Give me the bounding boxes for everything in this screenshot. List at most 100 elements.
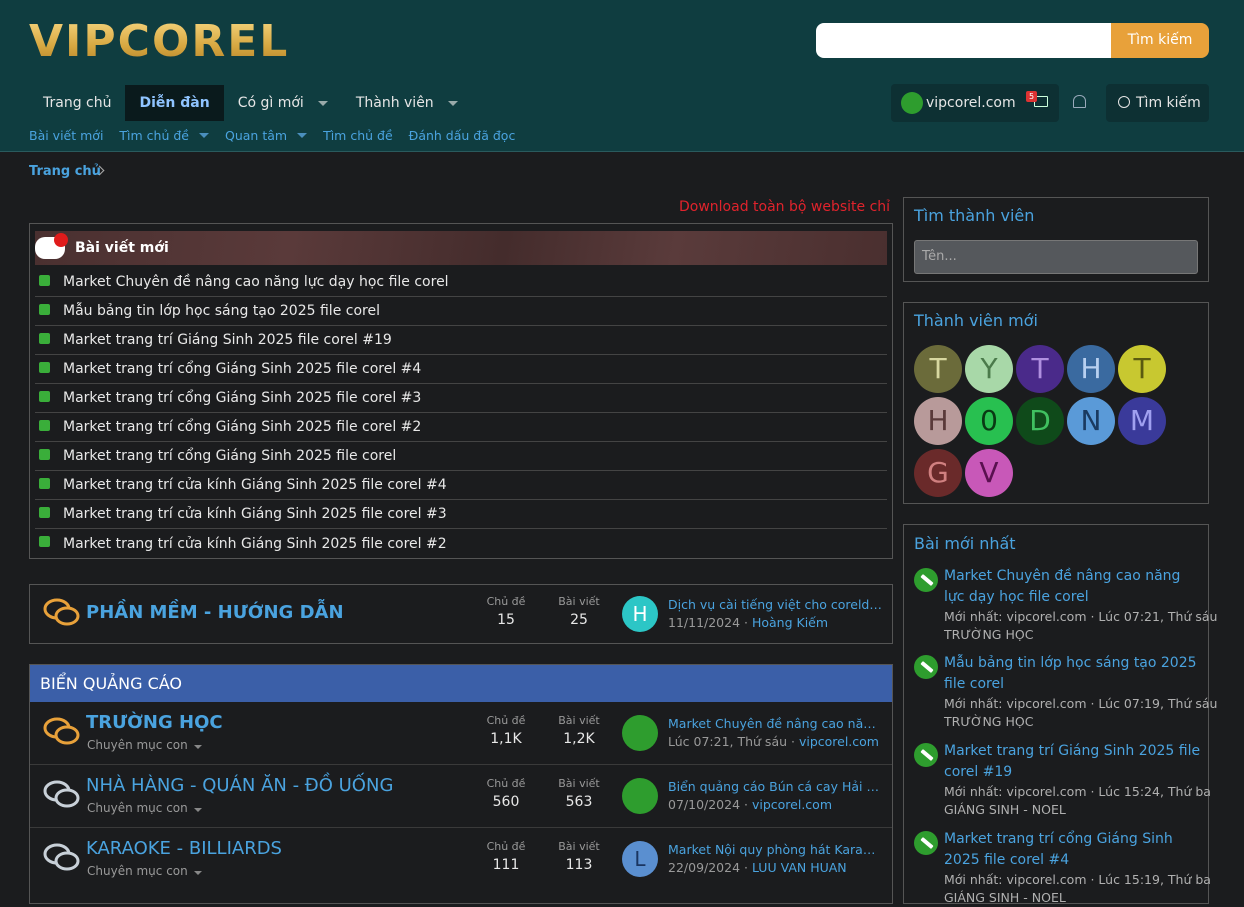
- post-title[interactable]: Market Chuyên đề nâng cao năng lực dạy h…: [944, 568, 1181, 605]
- list-item[interactable]: Market trang trí cổng Giáng Sinh 2025 fi…: [35, 442, 887, 471]
- forum-title[interactable]: TRƯỜNG HỌC: [86, 712, 223, 733]
- member-avatar[interactable]: T: [1118, 345, 1166, 393]
- chevron-down-icon[interactable]: [199, 133, 209, 138]
- chevron-down-icon: [193, 871, 202, 875]
- header-search-button[interactable]: Tìm kiếm: [1111, 23, 1209, 58]
- avatar[interactable]: H: [622, 596, 658, 632]
- breadcrumb[interactable]: Trang chủ: [29, 164, 101, 179]
- nav-members[interactable]: Thành viên: [342, 85, 472, 121]
- list-item[interactable]: Market trang trí cửa kính Giáng Sinh 202…: [35, 471, 887, 500]
- last-post-user[interactable]: Hoàng Kiếm: [751, 615, 829, 630]
- list-item[interactable]: Market trang trí Giáng Sinh 2025 file co…: [35, 326, 887, 355]
- subnav-new-posts[interactable]: Bài viết mới: [29, 128, 103, 143]
- forum-title[interactable]: PHẦN MỀM - HƯỚNG DẪN: [86, 602, 344, 623]
- list-item[interactable]: Mẫu bảng tin lớp học sáng tạo 2025 file …: [35, 297, 887, 326]
- last-post-title[interactable]: Dịch vụ cài tiếng việt cho coreldraw…: [668, 597, 882, 612]
- subforums-toggle[interactable]: Chuyên mục con: [87, 738, 202, 752]
- nav-home[interactable]: Trang chủ: [29, 85, 125, 121]
- last-post-title[interactable]: Market Chuyên đề nâng cao năng lực…: [668, 716, 882, 731]
- post-forum[interactable]: GIÁNG SINH - NOEL: [944, 802, 1066, 817]
- subforums-label: Chuyên mục con: [87, 801, 188, 815]
- posts-stat: Bài viết 1,2K: [549, 714, 609, 747]
- member-search-input[interactable]: Tên...: [914, 240, 1198, 274]
- widget-title: Bài mới nhất: [914, 534, 1016, 553]
- stat-value: 15: [497, 612, 515, 628]
- list-item[interactable]: Market trang trí cổng Giáng Sinh 2025 fi…: [35, 413, 887, 442]
- member-avatar[interactable]: G: [914, 449, 962, 497]
- pencil-avatar-icon[interactable]: [914, 743, 938, 767]
- avatar[interactable]: L: [622, 841, 658, 877]
- list-item[interactable]: Market trang trí cửa kính Giáng Sinh 202…: [35, 529, 887, 558]
- member-avatar[interactable]: T: [1016, 345, 1064, 393]
- chevron-down-icon[interactable]: [297, 133, 308, 138]
- subforums-label: Chuyên mục con: [87, 738, 188, 752]
- site-logo[interactable]: VIPCOREL: [29, 16, 290, 67]
- member-avatar[interactable]: H: [1067, 345, 1115, 393]
- member-avatar[interactable]: 0: [965, 397, 1013, 445]
- subnav-search-threads-label: Tìm chủ đề: [323, 128, 393, 143]
- header-search-input[interactable]: [816, 23, 1112, 58]
- account-button[interactable]: vipcorel.com: [891, 84, 1059, 122]
- subforums-toggle[interactable]: Chuyên mục con: [87, 801, 202, 815]
- list-item[interactable]: Market Chuyên đề nâng cao năng lực dạy h…: [35, 268, 887, 297]
- forum-row[interactable]: PHẦN MỀM - HƯỚNG DẪN Chủ đề 15 Bài viết …: [30, 585, 892, 643]
- thread-icon: [39, 303, 50, 315]
- forum-row[interactable]: KARAOKE - BILLIARDS Chuyên mục con Chủ đ…: [30, 828, 892, 891]
- subnav-watched[interactable]: Quan tâm: [225, 128, 308, 143]
- post-meta: Mới nhất: vipcorel.com · Lúc 07:21, Thứ …: [944, 609, 1218, 624]
- member-avatar[interactable]: T: [914, 345, 962, 393]
- pencil-avatar-icon[interactable]: [914, 831, 938, 855]
- subnav-mark-read[interactable]: Đánh dấu đã đọc: [409, 128, 516, 143]
- list-item[interactable]: Market trang trí cổng Giáng Sinh 2025 fi…: [35, 384, 887, 413]
- list-item[interactable]: Market trang trí cửa kính Giáng Sinh 202…: [35, 500, 887, 529]
- member-avatar[interactable]: M: [1118, 397, 1166, 445]
- nav-members-label: Thành viên: [355, 95, 434, 111]
- member-avatar[interactable]: Y: [965, 345, 1013, 393]
- last-post-user[interactable]: LUU VAN HUAN: [751, 860, 847, 875]
- chevron-down-icon[interactable]: [447, 100, 458, 106]
- pencil-avatar-icon[interactable]: [914, 655, 938, 679]
- forum-row[interactable]: TRƯỜNG HỌC Chuyên mục con Chủ đề 1,1K Bà…: [30, 702, 892, 765]
- pencil-avatar-icon[interactable]: [914, 568, 938, 592]
- widget-title: Thành viên mới: [914, 311, 1038, 330]
- nav-forums[interactable]: Diễn đàn: [125, 85, 224, 121]
- bell-icon[interactable]: [1073, 95, 1086, 108]
- forum-row[interactable]: NHÀ HÀNG - QUÁN ĂN - ĐỒ UỐNG Chuyên mục …: [30, 765, 892, 828]
- new-posts-widget: Bài viết mới Market Chuyên đề nâng cao n…: [29, 223, 893, 559]
- thread-title: Market trang trí cửa kính Giáng Sinh 202…: [63, 477, 447, 493]
- post-forum[interactable]: GIÁNG SINH - NOEL: [944, 890, 1066, 905]
- stat-label: Bài viết: [558, 595, 600, 608]
- subnav-find-threads[interactable]: Tìm chủ đề: [119, 128, 209, 143]
- post-forum[interactable]: TRƯỜNG HỌC: [944, 627, 1034, 642]
- nav-search-button[interactable]: Tìm kiếm: [1106, 84, 1209, 122]
- last-post-user[interactable]: vipcorel.com: [798, 734, 879, 749]
- last-post-title[interactable]: Market Nội quy phòng hát Karaoke…: [668, 842, 882, 857]
- avatar[interactable]: [622, 778, 658, 814]
- member-avatar[interactable]: V: [965, 449, 1013, 497]
- last-post-date: 07/10/2024: [668, 797, 741, 812]
- subforums-toggle[interactable]: Chuyên mục con: [87, 864, 202, 878]
- member-avatar[interactable]: N: [1067, 397, 1115, 445]
- last-post-title[interactable]: Biển quảng cáo Bún cá cay Hải Phòng…: [668, 779, 882, 794]
- post-forum[interactable]: TRƯỜNG HỌC: [944, 714, 1034, 729]
- post-title[interactable]: Market trang trí cổng Giáng Sinh 2025 fi…: [944, 831, 1173, 868]
- nav-search-label: Tìm kiếm: [1136, 95, 1201, 111]
- threads-stat: Chủ đề 1,1K: [476, 714, 536, 747]
- category-title[interactable]: BIỂN QUẢNG CÁO: [30, 665, 892, 702]
- post-title[interactable]: Mẫu bảng tin lớp học sáng tạo 2025 file …: [944, 655, 1197, 692]
- forum-title[interactable]: KARAOKE - BILLIARDS: [86, 838, 282, 859]
- forum-title[interactable]: NHÀ HÀNG - QUÁN ĂN - ĐỒ UỐNG: [86, 775, 394, 796]
- member-avatar[interactable]: H: [914, 397, 962, 445]
- avatar[interactable]: [622, 715, 658, 751]
- post-title[interactable]: Market trang trí Giáng Sinh 2025 file co…: [944, 743, 1201, 780]
- subnav-search-threads[interactable]: Tìm chủ đề: [323, 128, 393, 143]
- member-avatar[interactable]: D: [1016, 397, 1064, 445]
- chevron-down-icon[interactable]: [317, 100, 328, 106]
- new-posts-list: Market Chuyên đề nâng cao năng lực dạy h…: [35, 268, 887, 558]
- last-post-date: Lúc 07:21, Thứ sáu: [668, 734, 788, 749]
- last-post-user[interactable]: vipcorel.com: [751, 797, 832, 812]
- nav-whats-new[interactable]: Có gì mới: [224, 85, 342, 121]
- notice-marquee[interactable]: Download toàn bộ website chỉ v: [679, 199, 893, 215]
- list-item[interactable]: Market trang trí cổng Giáng Sinh 2025 fi…: [35, 355, 887, 384]
